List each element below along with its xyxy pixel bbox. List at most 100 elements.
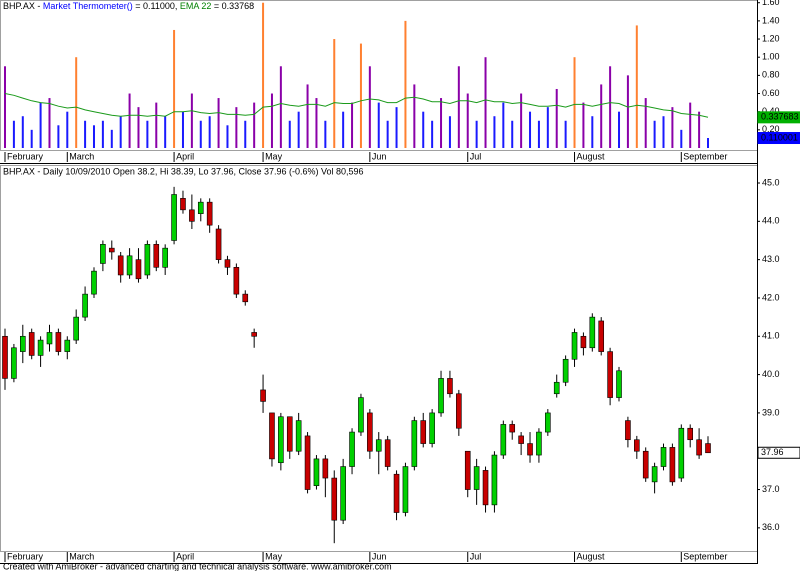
candle-body	[642, 450, 649, 479]
candle-body	[100, 244, 106, 264]
thermometer-bar	[235, 107, 238, 148]
x-tick-label: August	[577, 151, 606, 161]
x-tick-label: Jun	[372, 551, 387, 561]
candle-body	[456, 393, 462, 429]
thermometer-bar	[591, 116, 594, 148]
thermometer-bar	[306, 84, 309, 148]
y-tick-label: 37.0	[762, 484, 780, 494]
candle-body	[180, 198, 186, 211]
candle-body	[304, 435, 311, 490]
x-tick-label: September	[683, 551, 727, 561]
thermometer-bar	[457, 66, 460, 148]
x-tick-label: February	[7, 551, 44, 561]
candle-body	[625, 420, 631, 441]
thermometer-bar	[270, 93, 273, 148]
candle-body	[536, 431, 542, 456]
candle-body	[527, 443, 533, 456]
thermometer-bar	[217, 98, 220, 148]
y-tick-label: 39.0	[762, 407, 780, 417]
thermometer-bar	[440, 98, 443, 148]
thermometer-bar	[502, 102, 505, 148]
candle-body	[358, 397, 364, 433]
thermometer-bar	[707, 138, 709, 148]
thermometer-bar	[128, 93, 131, 148]
thermometer-bar	[244, 120, 247, 148]
candle-body	[580, 335, 587, 349]
candle-body	[28, 332, 35, 356]
title-part: = 0.11000,	[133, 1, 180, 11]
candle-body	[295, 420, 302, 452]
thermometer-bar	[466, 93, 469, 148]
title-part: BHP.AX -	[3, 1, 43, 11]
thermometer-bar	[101, 120, 104, 148]
candle-body	[162, 247, 168, 268]
thermometer-bar	[297, 111, 300, 148]
thermometer-bar	[529, 111, 532, 148]
candle-body	[375, 439, 382, 452]
thermometer-bar	[262, 2, 265, 149]
candle-body	[553, 381, 560, 395]
thermometer-bar	[119, 116, 122, 148]
candle-body	[251, 332, 257, 337]
x-tick-label: September	[683, 151, 727, 161]
candle-body	[464, 450, 471, 490]
candle-body	[705, 443, 711, 454]
thermometer-bar	[173, 29, 176, 149]
candle-body	[278, 416, 284, 464]
thermometer-bar	[21, 116, 24, 148]
candle-body	[215, 228, 222, 260]
x-tick-label: Jun	[372, 151, 387, 161]
x-tick-label: Jul	[470, 551, 482, 561]
thermometer-bar	[333, 39, 336, 148]
thermometer-bar	[342, 111, 345, 148]
thermometer-bar	[146, 120, 149, 148]
candle-body	[687, 427, 694, 441]
candle-body	[616, 370, 622, 398]
thermometer-bar	[618, 111, 621, 148]
candle-body	[500, 424, 507, 456]
title-part: EMA 22	[180, 1, 212, 11]
thermometer-bar	[511, 120, 514, 148]
bottom-title: BHP.AX - Daily 10/09/2010 Open 38.2, Hi …	[3, 166, 364, 176]
thermometer-bar	[644, 98, 647, 148]
candle-body	[447, 378, 453, 395]
candle-body	[55, 332, 62, 352]
thermometer-bar	[57, 125, 60, 148]
y-tick-label: 42.0	[762, 292, 780, 302]
candle-body	[331, 477, 338, 521]
thermometer-bar	[137, 107, 140, 148]
x-tick-label: Jul	[470, 151, 482, 161]
candle-body	[91, 270, 97, 295]
candle-body	[669, 447, 676, 483]
candle-body	[482, 470, 489, 506]
candle-body	[349, 431, 355, 467]
candle-body	[589, 316, 596, 349]
thermometer-bar	[582, 102, 585, 148]
candle-body	[571, 332, 578, 360]
candle-body	[64, 339, 71, 352]
thermometer-bar	[199, 120, 202, 148]
thermometer-bar	[413, 84, 416, 148]
candle-body	[233, 267, 240, 295]
candle-body	[598, 320, 605, 352]
x-tick-label: April	[176, 151, 194, 161]
y-tick-label: 0.80	[762, 70, 780, 80]
candle-body	[367, 412, 373, 452]
value-marker	[757, 111, 800, 124]
thermometer-bar	[110, 129, 113, 148]
candle-body	[678, 427, 685, 479]
thermometer-bar	[537, 120, 540, 148]
thermometer-bar	[288, 120, 291, 148]
candle-body	[206, 201, 213, 226]
candle-body	[473, 466, 480, 490]
candle-body	[393, 473, 400, 513]
candle-body	[242, 293, 249, 303]
thermometer-bar	[315, 98, 318, 148]
thermometer-bar	[12, 120, 15, 148]
candle-body	[384, 439, 391, 467]
y-tick-label: 1.00	[762, 52, 780, 62]
y-tick-label: 43.0	[762, 254, 780, 264]
candle-body	[607, 351, 613, 398]
thermometer-bar	[395, 107, 398, 148]
candle-body	[2, 335, 8, 379]
